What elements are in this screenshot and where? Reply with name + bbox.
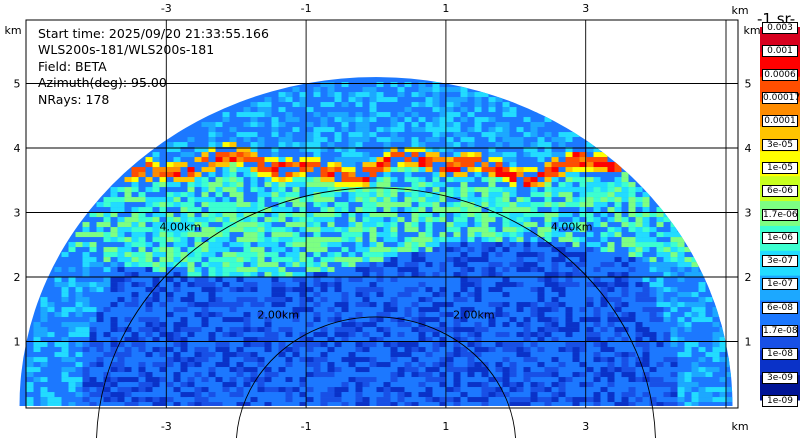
colorbar-label: 0.001 <box>762 45 798 58</box>
y-tick-label: 1 <box>14 336 21 349</box>
x-tick-label: -1 <box>301 2 312 15</box>
x-tick-label: -1 <box>301 420 312 433</box>
y-tick-label: 5 <box>745 78 752 91</box>
colorbar-label: 1.7e-06 <box>762 208 798 221</box>
info-box: Start time: 2025/09/20 21:33:55.166 WLS2… <box>38 26 269 108</box>
range-ring <box>96 187 656 438</box>
colorbar-label: 0.00017 <box>762 91 800 104</box>
colorbar-label: 3e-05 <box>762 138 798 151</box>
colorbar-label: 1e-05 <box>762 161 798 174</box>
axis-ticks: -3 -3 -1 -1 1 1 3 3 1 1 2 2 3 3 4 4 5 5 <box>14 2 752 433</box>
colorbar-label: 1e-08 <box>762 348 798 361</box>
x-tick-label: 3 <box>582 2 589 15</box>
range-ring-label: 4.00km <box>551 221 593 234</box>
grid <box>26 20 738 408</box>
y-tick-label: 4 <box>745 142 752 155</box>
azimuth-value: Azimuth(deg): 95.00 <box>38 75 167 91</box>
x-tick-label: 3 <box>582 420 589 433</box>
x-tick-label: -3 <box>161 420 172 433</box>
plot-frame <box>25 19 739 409</box>
x-tick-label: -3 <box>161 2 172 15</box>
y-tick-label: 5 <box>14 78 21 91</box>
y-tick-label: 3 <box>14 207 21 220</box>
y-tick-label: 3 <box>745 207 752 220</box>
colorbar-label: 1e-07 <box>762 278 798 291</box>
y-tick-label: 2 <box>745 271 752 284</box>
colorbar-label: 1.7e-08 <box>762 325 798 338</box>
range-ring-label: 2.00km <box>453 308 495 321</box>
colorbar-label: 1e-09 <box>762 395 798 407</box>
colorbar-label: 6e-08 <box>762 301 798 314</box>
y-unit-left: km <box>4 24 21 37</box>
y-tick-label: 1 <box>745 336 752 349</box>
x-tick-label: 1 <box>442 420 449 433</box>
field-name: Field: BETA <box>38 58 107 74</box>
x-unit-top: km <box>731 4 748 17</box>
y-tick-label: 4 <box>14 142 21 155</box>
y-tick-label: 2 <box>14 271 21 284</box>
colorbar-label: 3e-09 <box>762 371 798 384</box>
x-unit-bottom: km <box>731 420 748 433</box>
colorbar-label: 0.0006 <box>762 68 798 81</box>
x-tick-label: 1 <box>442 2 449 15</box>
colorbar-label: 0.0001 <box>762 115 798 128</box>
y-unit-right: km <box>743 24 760 37</box>
colorbar-label: 0.003 <box>762 22 798 34</box>
range-ring-labels: 2.00km 2.00km 4.00km 4.00km <box>159 221 592 322</box>
range-ring-label: 4.00km <box>159 221 201 234</box>
colorbar-label: 6e-06 <box>762 185 798 198</box>
nrays-value: NRays: 178 <box>38 91 110 107</box>
range-ring <box>236 316 516 438</box>
range-rings <box>96 187 656 438</box>
colorbar-label: 3e-07 <box>762 255 798 268</box>
colorbar-label: 1e-06 <box>762 231 798 244</box>
range-ring-label: 2.00km <box>257 308 299 321</box>
instrument-name: WLS200s-181/WLS200s-181 <box>38 42 215 58</box>
start-time: Start time: 2025/09/20 21:33:55.166 <box>38 26 269 41</box>
